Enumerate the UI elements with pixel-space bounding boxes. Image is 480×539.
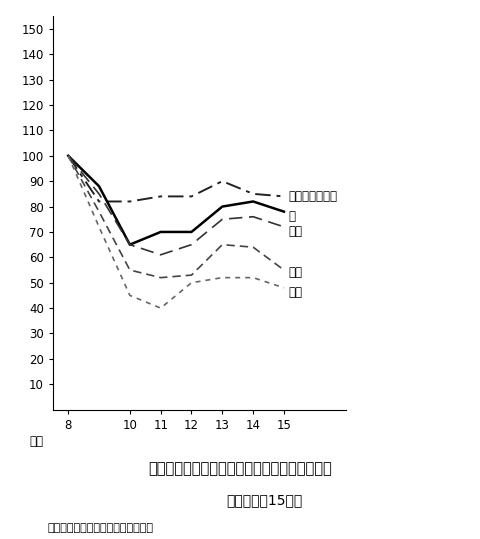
Text: 米: 米: [288, 210, 296, 223]
Text: 資料：愛媛県議会史資料により作成: 資料：愛媛県議会史資料により作成: [48, 523, 154, 533]
Text: （大正８～15年）: （大正８～15年）: [226, 493, 302, 507]
Text: 大麦: 大麦: [288, 266, 302, 279]
Text: 図商２－２　愛媛県における米・麦の物価指数: 図商２－２ 愛媛県における米・麦の物価指数: [148, 461, 332, 476]
Text: 大正: 大正: [29, 434, 43, 448]
Text: 年平均物価指数: 年平均物価指数: [288, 190, 337, 203]
Text: 裸麦: 裸麦: [288, 286, 302, 299]
Text: 小麦: 小麦: [288, 225, 302, 238]
